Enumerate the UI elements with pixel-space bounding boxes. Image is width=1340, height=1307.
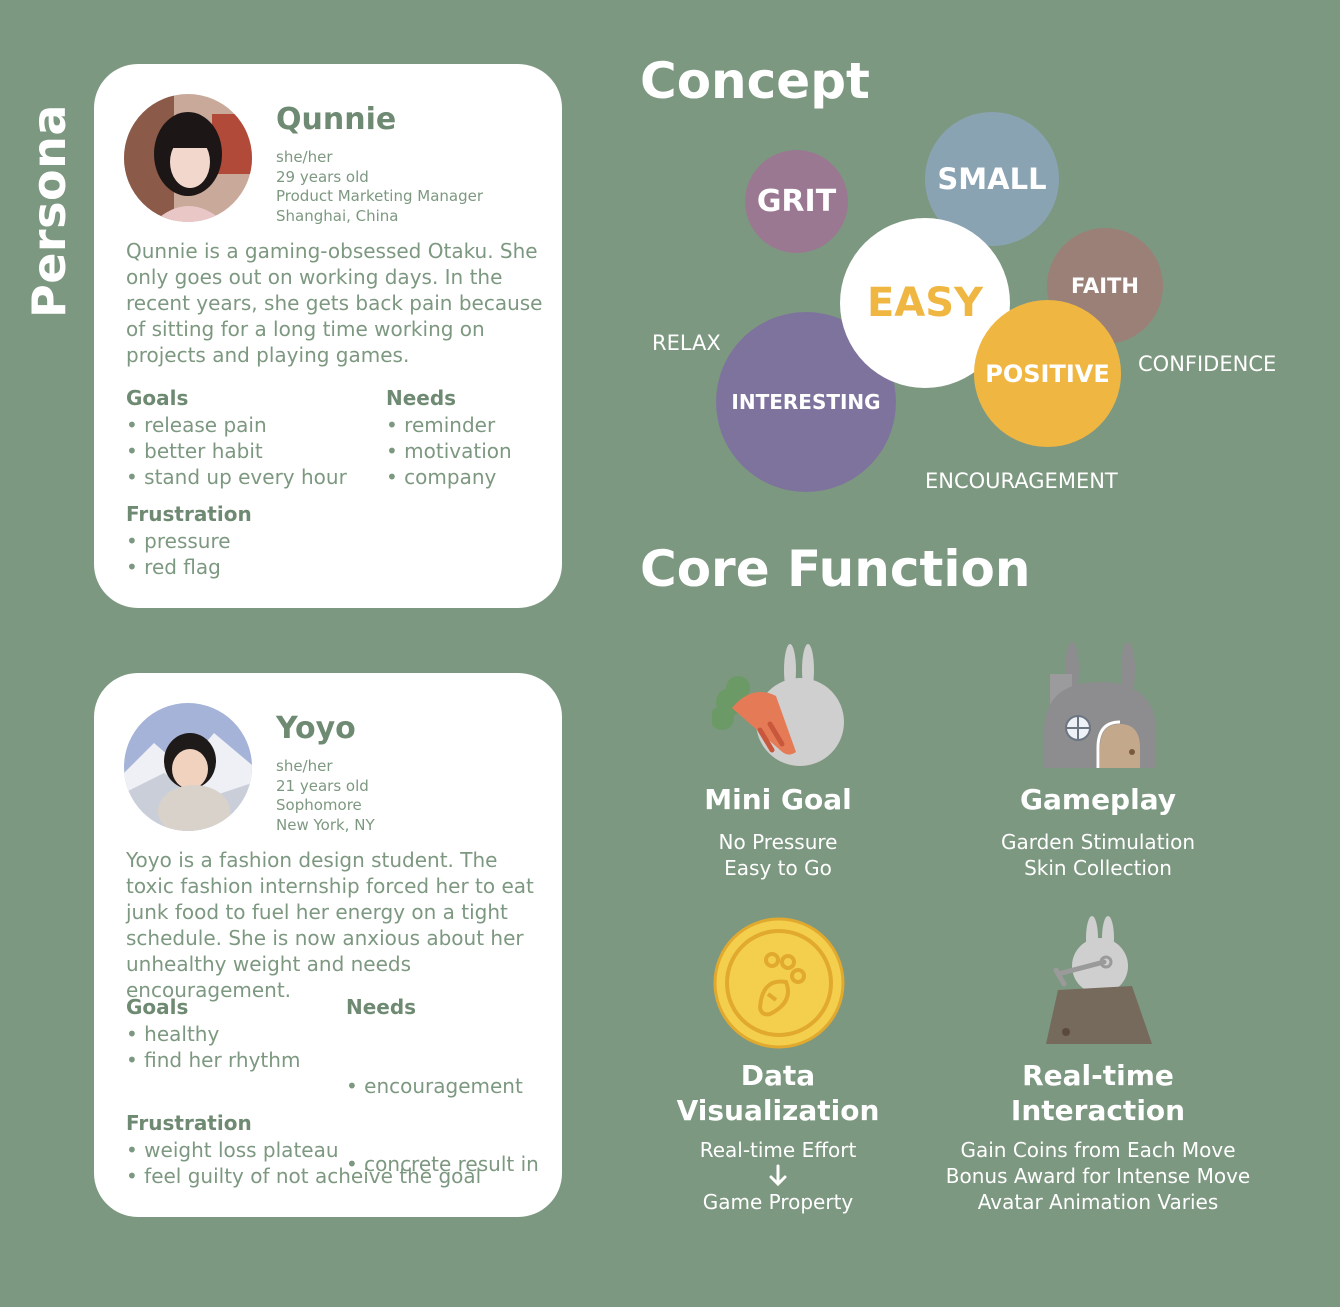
feature-title: Data Visualization [676,1059,880,1127]
list-item: • company [386,465,497,489]
floating-relax: RELAX [652,331,721,355]
list-item: • motivation [386,439,512,463]
list-item: • release pain [126,413,267,437]
pronouns: she/her [276,757,333,775]
avatar [124,703,252,831]
goals-list: • healthy • find her rhythm [126,1021,300,1073]
age: 21 years old [276,776,369,795]
location: New York, NY [276,815,375,834]
list-item: • healthy [126,1022,220,1046]
list-item: • stand up every hour [126,465,347,489]
persona-meta: she/her 29 years old Product Marketing M… [276,148,483,226]
list-item: • concrete result in [346,1152,539,1176]
list-item: • find her rhythm [126,1048,301,1072]
frustration-list: • weight loss plateau • feel guilty of n… [126,1137,481,1189]
list-item: • red flag [126,555,221,579]
bubble-positive: POSITIVE [974,300,1121,447]
list-item: • feel guilty of not acheive the goal [126,1164,482,1188]
rabbit-shovel-icon [1046,916,1152,1044]
feature-desc: Garden Stimulation Skin Collection [1000,830,1196,880]
feature-desc: Gain Coins from Each Move Bonus Award fo… [945,1138,1251,1214]
list-item: • better habit [126,439,263,463]
location: Shanghai, China [276,206,399,225]
feature-desc: Game Property [702,1190,854,1214]
list-item: • encouragement [346,1074,523,1098]
goals-heading: Goals [126,995,189,1019]
bubble-grit: GRIT [745,150,848,253]
goals-heading: Goals [126,386,189,410]
persona-card-qunnie: Qunnie she/her 29 years old Product Mark… [94,64,562,608]
list-item: • pressure [126,529,231,553]
floating-encouragement: ENCOURAGEMENT [925,469,1118,493]
needs-list: • reminder • motivation • company [386,412,512,490]
list-item: • weight loss plateau [126,1138,339,1162]
persona-bio: Qunnie is a gaming-obsessed Otaku. She o… [126,239,543,367]
needs-heading: Needs [386,386,457,410]
concept-title: Concept [640,52,870,110]
persona-card-yoyo: Yoyo she/her 21 years old Sophomore New … [94,673,562,1254]
feature-title: Gameplay [1020,783,1176,816]
persona-bio: Yoyo is a fashion design student. The to… [126,848,534,1002]
list-item: • reminder [386,413,496,437]
rabbit-house-icon [1044,642,1156,768]
age: 29 years old [276,167,369,186]
needs-heading: Needs [346,995,417,1019]
core-function-title: Core Function [640,540,1031,598]
arrow-down-icon [769,1164,787,1187]
pronouns: she/her [276,148,333,166]
persona-name: Yoyo [276,711,356,746]
goals-list: • release pain • better habit • stand up… [126,412,347,490]
floating-confidence: CONFIDENCE [1138,352,1277,376]
feature-title: Real-time Interaction [1010,1059,1186,1127]
frustration-heading: Frustration [126,502,252,526]
frustration-heading: Frustration [126,1111,252,1135]
feature-desc: No Pressure Easy to Go [718,830,838,880]
persona-name: Qunnie [276,102,397,137]
feature-desc: Real-time Effort [699,1138,857,1162]
feature-title: Mini Goal [704,783,852,816]
frustration-list: • pressure • red flag [126,528,231,580]
avatar [124,94,252,222]
rabbit-carrot-icon [712,644,844,766]
occupation: Sophomore [276,796,362,815]
list-item: short term [346,1230,464,1254]
persona-title: Persona [22,104,76,318]
needs-list: • encouragement • concrete result in sho… [346,1021,539,1307]
coin-icon [713,917,845,1049]
occupation: Product Marketing Manager [276,187,483,206]
persona-meta: she/her 21 years old Sophomore New York,… [276,757,375,835]
